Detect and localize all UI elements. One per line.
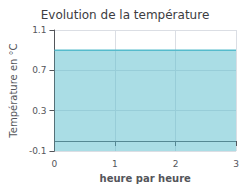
svg-text:3: 3 bbox=[233, 159, 239, 169]
svg-text:2: 2 bbox=[173, 159, 179, 169]
svg-text:0.7: 0.7 bbox=[32, 65, 46, 75]
svg-text:Evolution de la température: Evolution de la température bbox=[41, 8, 210, 22]
svg-text:0.3: 0.3 bbox=[32, 106, 46, 116]
svg-text:heure par heure: heure par heure bbox=[100, 173, 191, 184]
svg-text:1: 1 bbox=[112, 159, 118, 169]
svg-text:1.1: 1.1 bbox=[32, 25, 46, 35]
svg-text:0: 0 bbox=[52, 159, 58, 169]
svg-text:Température en °C: Température en °C bbox=[8, 43, 19, 138]
svg-text:-0.1: -0.1 bbox=[29, 146, 47, 156]
